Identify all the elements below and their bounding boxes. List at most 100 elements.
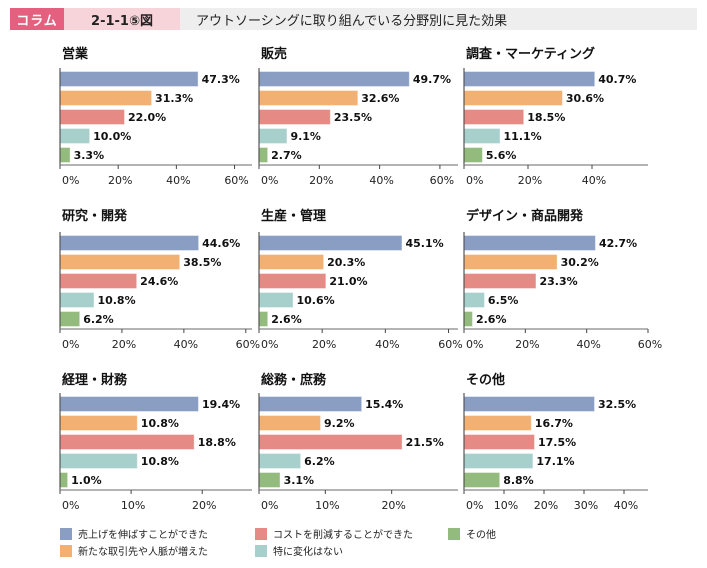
x-tick-label: 10%: [315, 499, 339, 512]
value-label: 5.6%: [486, 149, 517, 162]
bar: [258, 311, 268, 327]
value-label: 32.5%: [598, 398, 636, 411]
bar: [59, 147, 71, 163]
bar: [258, 396, 362, 412]
panel-title: デザイン・商品開発: [466, 208, 584, 224]
x-tick-label: 40%: [614, 499, 638, 512]
value-label: 20.3%: [327, 256, 365, 269]
bar: [59, 109, 125, 125]
bar: [463, 90, 563, 106]
bar: [258, 235, 402, 251]
value-label: 22.0%: [128, 111, 166, 124]
value-label: 17.5%: [538, 436, 576, 449]
bar: [59, 453, 138, 469]
bar: [258, 109, 331, 125]
value-label: 17.1%: [536, 455, 574, 468]
bar: [463, 434, 535, 450]
x-tick-label: 40%: [576, 338, 600, 351]
x-tick-label: 20%: [515, 338, 539, 351]
x-tick-label: 0%: [466, 338, 483, 351]
value-label: 10.0%: [93, 130, 131, 143]
bar: [59, 235, 199, 251]
value-label: 38.5%: [183, 256, 221, 269]
bar: [258, 147, 268, 163]
x-tick-label: 60%: [438, 338, 462, 351]
value-label: 6.5%: [488, 294, 519, 307]
x-tick-label: 20%: [192, 499, 216, 512]
bar: [463, 292, 485, 308]
legend-label: その他: [466, 530, 496, 541]
bar: [463, 273, 536, 289]
bar: [463, 254, 558, 270]
bar: [258, 472, 281, 488]
x-tick-label: 40%: [174, 338, 198, 351]
x-tick-label: 10%: [121, 499, 145, 512]
bar: [59, 415, 138, 431]
value-label: 49.7%: [413, 73, 451, 86]
bar: [463, 311, 473, 327]
value-label: 42.7%: [599, 237, 637, 250]
x-tick-label: 60%: [236, 338, 260, 351]
x-tick-label: 20%: [108, 174, 132, 187]
bar: [258, 90, 358, 106]
panel-title: 総務・庶務: [261, 372, 327, 388]
legend-swatch: [60, 544, 72, 557]
value-label: 8.8%: [503, 474, 534, 487]
value-label: 9.2%: [324, 417, 355, 430]
bar: [59, 71, 199, 87]
bar: [463, 453, 533, 469]
value-label: 2.6%: [271, 313, 302, 326]
x-tick-label: 60%: [638, 338, 662, 351]
panel-title: 経理・財務: [62, 372, 128, 388]
x-tick-label: 40%: [166, 174, 190, 187]
x-tick-label: 0%: [62, 338, 79, 351]
x-tick-label: 0%: [466, 499, 483, 512]
value-label: 18.5%: [527, 111, 565, 124]
value-label: 10.8%: [141, 417, 179, 430]
bar: [463, 415, 532, 431]
bar: [463, 128, 501, 144]
legend-item-cost-reduction: コストを削減することができた: [255, 526, 413, 541]
value-label: 2.6%: [476, 313, 507, 326]
value-label: 23.5%: [334, 111, 372, 124]
value-label: 3.3%: [74, 149, 105, 162]
value-label: 1.0%: [71, 474, 102, 487]
legend-swatch: [448, 527, 460, 540]
x-tick-label: 10%: [494, 499, 518, 512]
x-tick-label: 0%: [261, 174, 278, 187]
value-label: 31.3%: [155, 92, 193, 105]
bar: [59, 311, 80, 327]
panel-title: その他: [466, 372, 505, 388]
legend-item-new-partners: 新たな取引先や人脈が増えた: [60, 543, 208, 558]
panel-title: 販売: [261, 46, 287, 62]
x-tick-label: 20%: [534, 499, 558, 512]
bar: [258, 453, 301, 469]
value-label: 45.1%: [405, 237, 443, 250]
x-tick-label: 40%: [582, 174, 606, 187]
x-tick-label: 20%: [309, 174, 333, 187]
legend-item-other: その他: [448, 526, 496, 541]
value-label: 24.6%: [140, 275, 178, 288]
bar: [59, 273, 137, 289]
bar: [463, 109, 524, 125]
value-label: 30.6%: [566, 92, 604, 105]
bar: [258, 128, 287, 144]
bar: [59, 254, 180, 270]
value-label: 15.4%: [365, 398, 403, 411]
bar: [258, 434, 403, 450]
value-label: 19.4%: [202, 398, 240, 411]
bar: [258, 292, 293, 308]
value-label: 6.2%: [304, 455, 335, 468]
legend-label: コストを削減することができた: [273, 530, 413, 541]
x-tick-label: 0%: [261, 499, 278, 512]
value-label: 16.7%: [535, 417, 573, 430]
x-tick-label: 40%: [369, 174, 393, 187]
value-label: 6.2%: [83, 313, 114, 326]
legend-label: 特に変化はない: [273, 547, 343, 558]
legend-swatch: [255, 527, 267, 540]
column-tag: コラム: [10, 8, 64, 30]
x-tick-label: 0%: [466, 174, 483, 187]
value-label: 32.6%: [361, 92, 399, 105]
value-label: 10.8%: [97, 294, 135, 307]
bar: [258, 71, 410, 87]
